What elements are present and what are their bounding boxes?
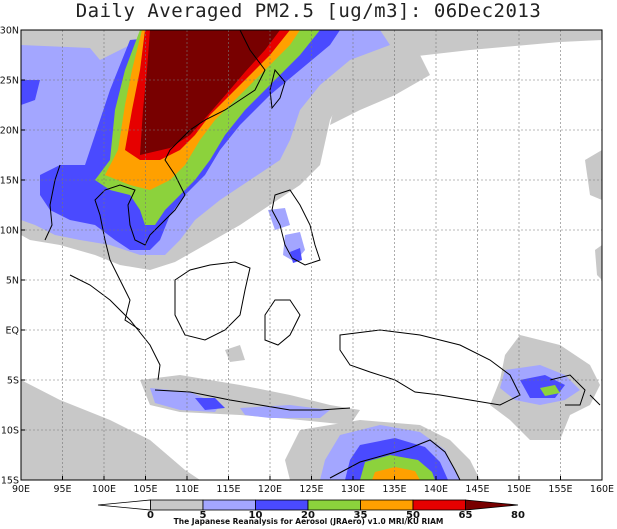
lon-label: 100E [92,484,116,495]
lon-label: 155E [548,484,572,495]
lat-label: 5N [6,276,19,287]
colorbar-label: 5 [200,510,207,521]
colorbar-label: 0 [147,510,154,521]
coastlines [44,30,601,480]
colorbar-swatch [255,499,309,511]
lon-label: 135E [382,484,406,495]
lat-label: EQ [6,326,19,337]
colorbar-swatch [97,499,151,511]
lat-label: 25N [0,76,19,87]
lon-label: 130E [341,484,365,495]
lon-label: 95E [53,484,71,495]
lon-label: 150E [507,484,531,495]
colorbar-label: 50 [406,510,420,521]
colorbar-swatch [360,499,414,511]
colorbar: 0 5 10 20 35 50 65 80 [97,499,525,521]
lat-label: 15N [0,176,19,187]
lon-label: 120E [258,484,282,495]
lon-label: 160E [590,484,614,495]
lat-label: 10S [1,426,19,437]
colorbar-label: 65 [459,510,473,521]
colorbar-swatch [465,499,519,511]
colorbar-label: 20 [301,510,315,521]
graticule [21,30,602,480]
colorbar-swatch [412,499,466,511]
colorbar-label: 35 [354,510,368,521]
lon-label: 105E [133,484,157,495]
colorbar-label: 10 [249,510,263,521]
longitude-labels: 90E 95E 100E 105E 110E 115E 120E 125E 130E 135E 14… [12,476,614,495]
colorbar-label: 80 [511,510,525,521]
credit-line: The Japanese Reanalysis for Aerosol (JRA… [173,517,444,526]
lon-label: 115E [216,484,240,495]
lat-label: 5S [7,376,19,387]
lon-label: 90E [12,484,30,495]
lat-label: 15S [1,476,19,487]
lon-label: 145E [465,484,489,495]
lat-label: 20N [0,126,19,137]
lon-label: 125E [299,484,323,495]
colorbar-swatch [307,499,361,511]
map-title: Daily Averaged PM2.5 [ug/m3]: 06Dec2013 [75,0,542,22]
lon-label: 110E [175,484,199,495]
pm25-band-80-plus [140,30,280,155]
colorbar-swatch [150,499,204,511]
lat-label: 10N [0,226,19,237]
lon-label: 140E [424,484,448,495]
colorbar-swatch [202,499,256,511]
latitude-labels: 30N 25N 20N 15N 10N 5N EQ 5S 10S 15S [0,26,25,487]
lat-label: 30N [0,26,19,37]
